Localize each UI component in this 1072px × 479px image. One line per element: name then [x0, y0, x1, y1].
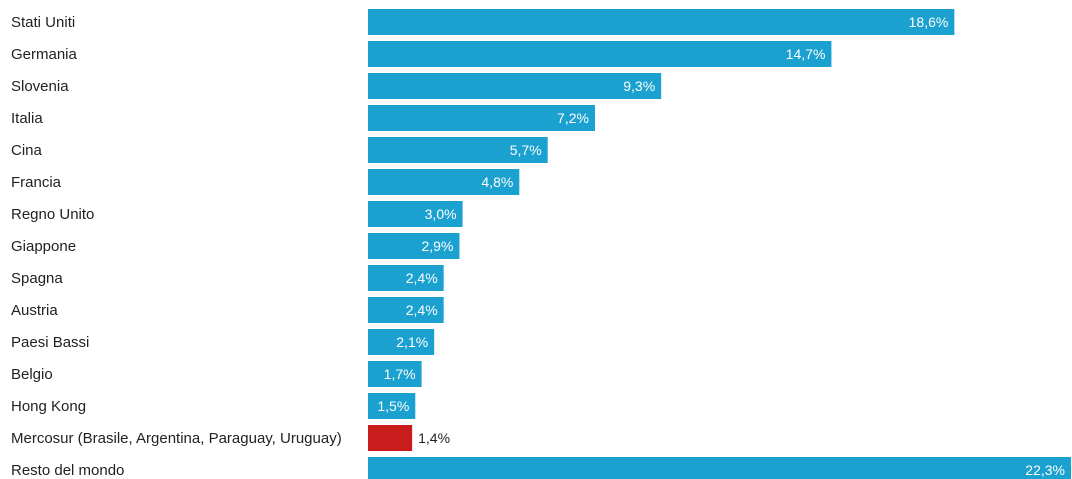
- value-label: 7,2%: [557, 110, 589, 126]
- category-labels: Stati Uniti Germania Slovenia Italia Cina Fra…: [11, 14, 342, 479]
- value-label: 2,4%: [406, 270, 438, 286]
- value-label: 14,7%: [786, 46, 826, 62]
- category-label: Giappone: [11, 238, 76, 255]
- value-label: 1,4%: [418, 430, 450, 446]
- bar: [368, 41, 832, 67]
- bar: [368, 457, 1071, 479]
- bar: [368, 265, 444, 291]
- category-label: Cina: [11, 142, 43, 159]
- bar: [368, 297, 444, 323]
- value-label: 3,0%: [425, 206, 457, 222]
- bar: [368, 361, 422, 387]
- bar: [368, 393, 416, 419]
- category-label: Resto del mondo: [11, 462, 124, 479]
- value-label: 1,7%: [384, 366, 416, 382]
- bar: [368, 233, 460, 259]
- value-label: 22,3%: [1025, 462, 1065, 478]
- value-label: 2,1%: [396, 334, 428, 350]
- category-label: Paesi Bassi: [11, 334, 89, 351]
- category-label: Italia: [11, 110, 43, 127]
- value-label: 9,3%: [623, 78, 655, 94]
- value-label: 2,9%: [421, 238, 453, 254]
- bar: [368, 169, 520, 195]
- value-labels: 18,6% 14,7% 9,3% 7,2% 5,7% 4,8% 3,0% 2,9% 2,4% 2,…: [377, 14, 1065, 478]
- category-label: Austria: [11, 302, 58, 319]
- category-label: Belgio: [11, 366, 53, 383]
- category-label: Mercosur (Brasile, Argentina, Paraguay, …: [11, 430, 342, 447]
- category-label: Hong Kong: [11, 398, 86, 415]
- category-label: Slovenia: [11, 78, 69, 95]
- category-label: Spagna: [11, 270, 63, 287]
- value-label: 1,5%: [377, 398, 409, 414]
- bar-highlight: [368, 425, 413, 451]
- bar: [368, 201, 463, 227]
- bar: [368, 73, 662, 99]
- value-label: 2,4%: [406, 302, 438, 318]
- category-label: Francia: [11, 174, 62, 191]
- category-label: Regno Unito: [11, 206, 94, 223]
- category-label: Stati Uniti: [11, 14, 75, 31]
- category-label: Germania: [11, 46, 78, 63]
- bar: [368, 9, 955, 35]
- bars: [368, 9, 1071, 479]
- bar: [368, 329, 435, 355]
- value-label: 5,7%: [510, 142, 542, 158]
- value-label: 4,8%: [481, 174, 513, 190]
- bar: [368, 105, 595, 131]
- bar: [368, 137, 548, 163]
- value-label: 18,6%: [909, 14, 949, 30]
